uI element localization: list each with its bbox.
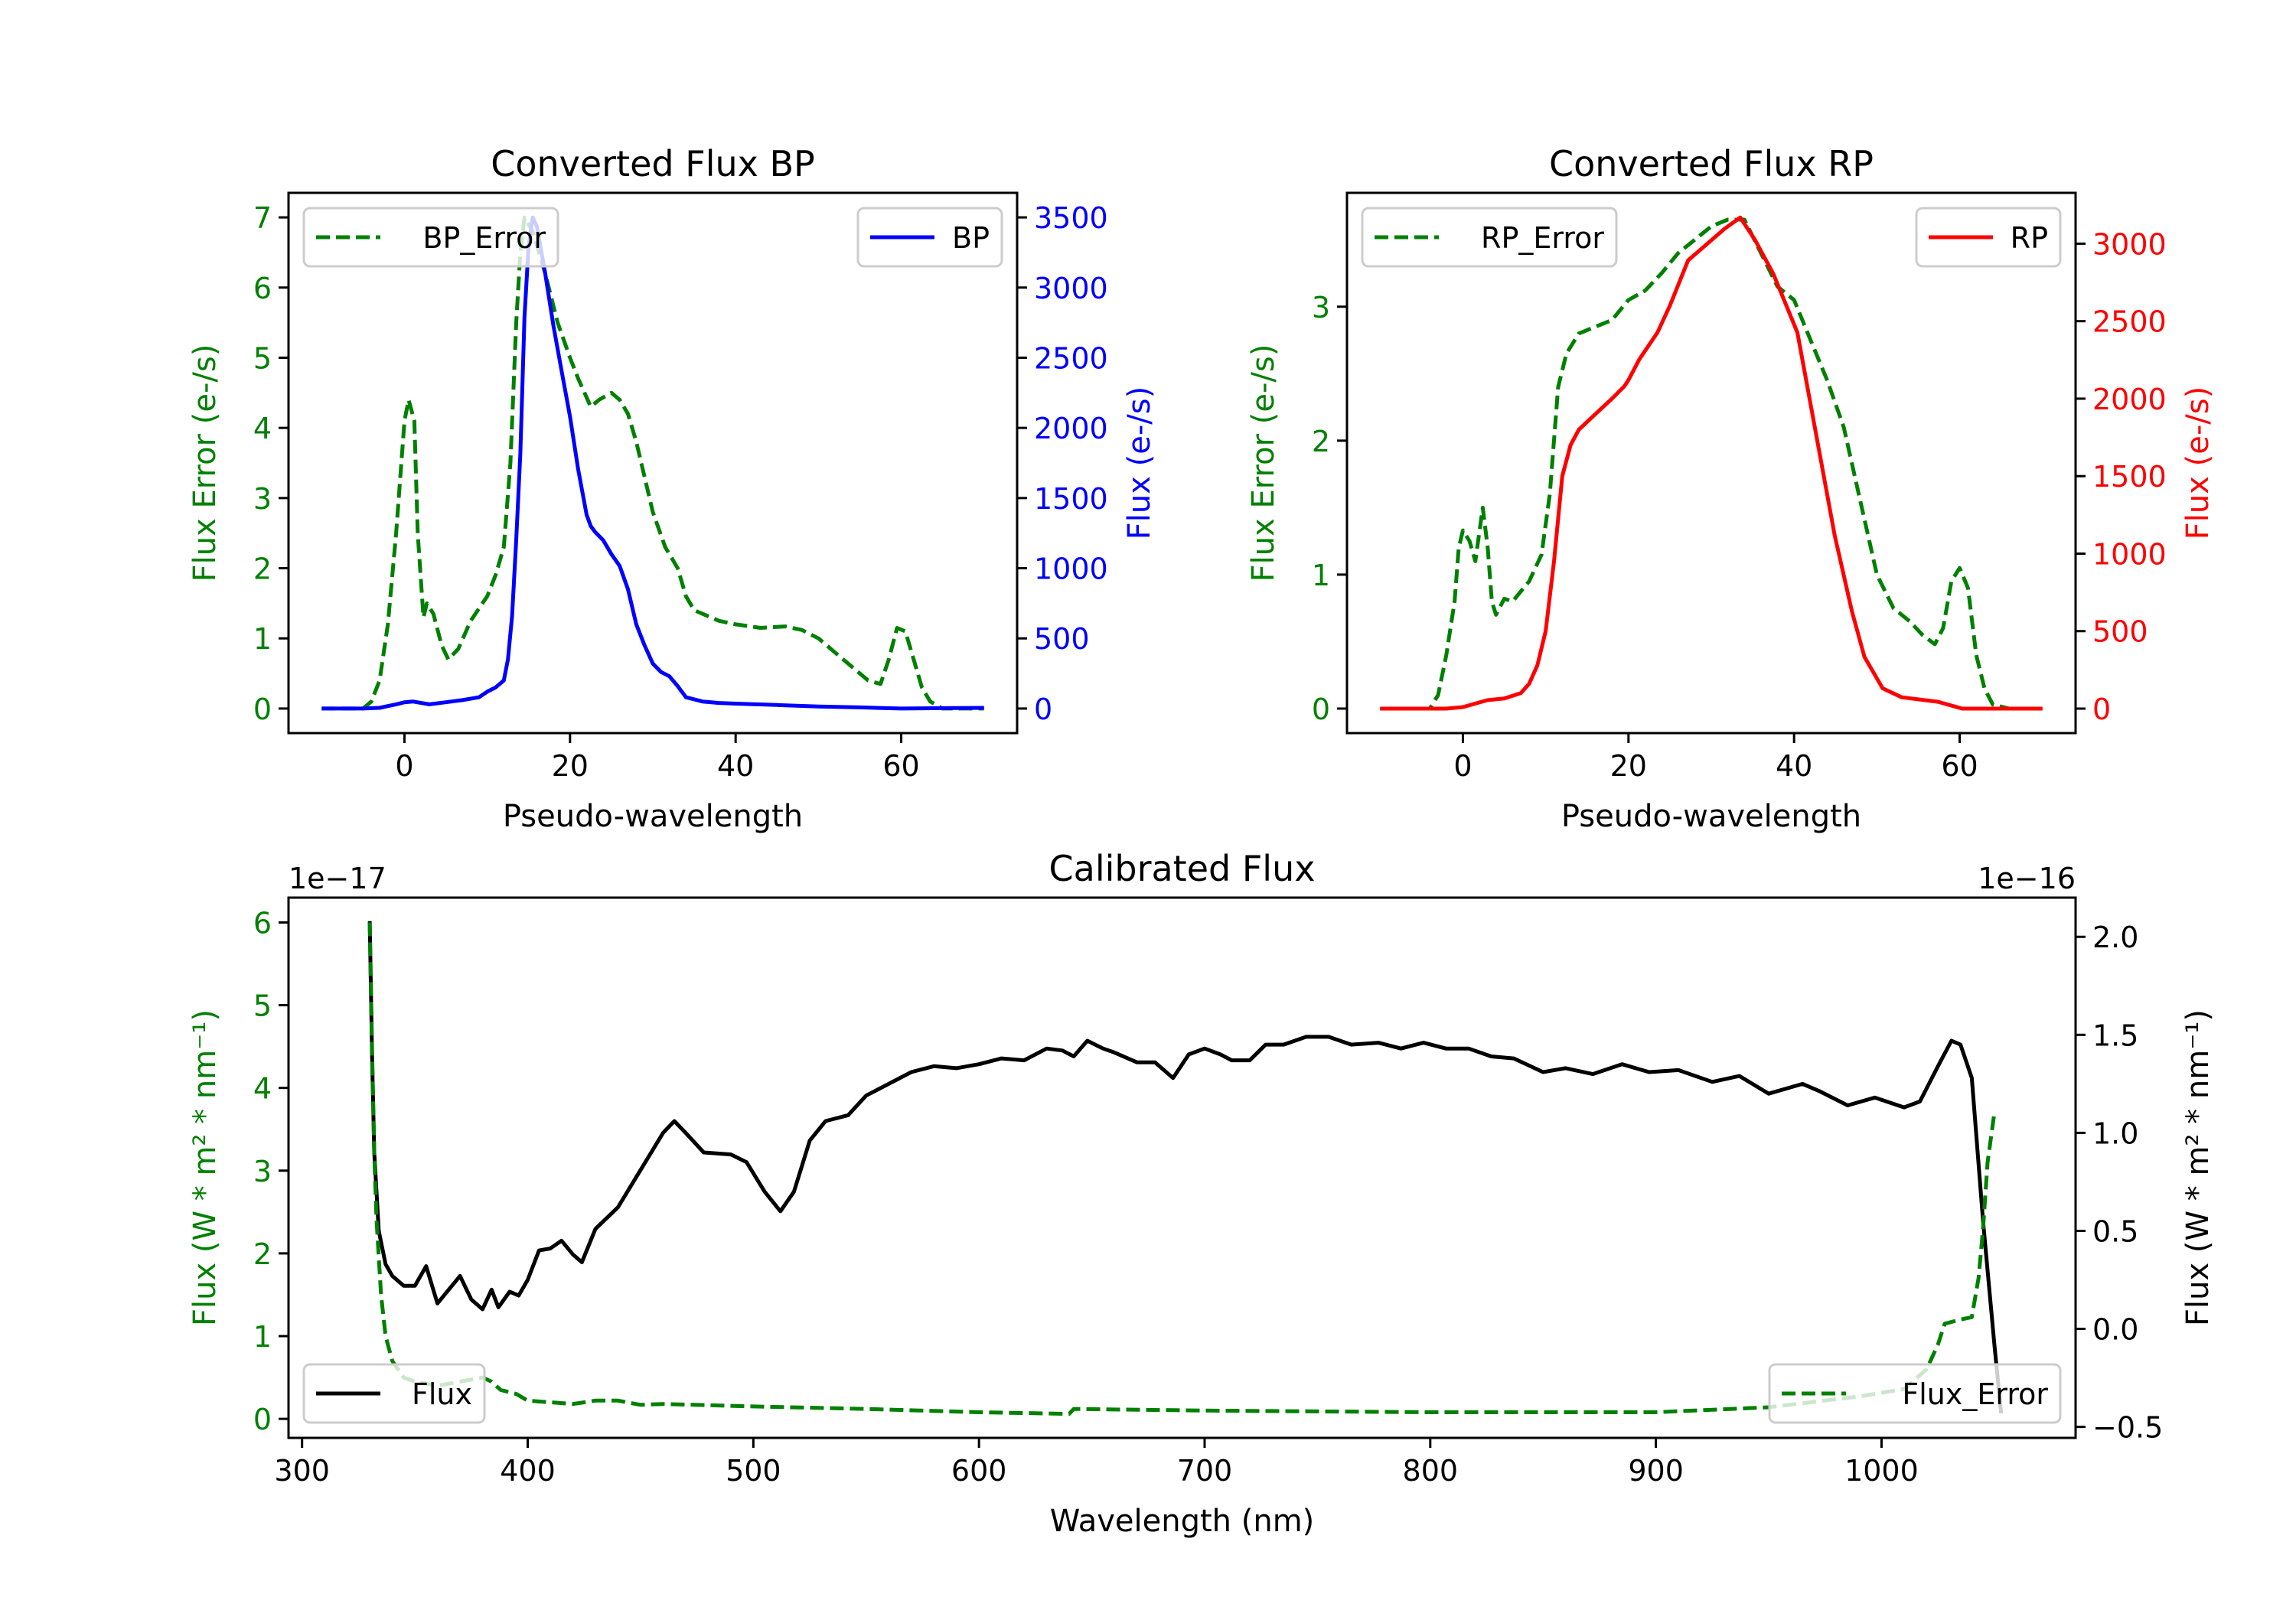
left-y-tick-label: 0 — [253, 1403, 272, 1436]
left-y-axis-label: Flux Error (e-/s) — [1246, 344, 1281, 582]
series-line-bp — [321, 215, 984, 711]
right-y-axis-label: Flux (W * m² * nm⁻¹) — [2180, 1009, 2216, 1326]
left-y-axis-label: Flux Error (e-/s) — [188, 344, 223, 582]
series-line-rp — [1380, 215, 2043, 711]
left-y-tick-label: 6 — [253, 272, 272, 305]
x-tick-label: 40 — [717, 749, 754, 783]
chart-title: Calibrated Flux — [1049, 848, 1316, 889]
legend-box — [302, 207, 559, 268]
right-y-tick-label: 2000 — [2092, 383, 2167, 416]
left-y-tick-label: 6 — [253, 906, 272, 940]
legend-label: Flux — [412, 1377, 472, 1411]
x-tick-label: 800 — [1403, 1454, 1459, 1488]
series-line-bp-error — [321, 215, 984, 711]
left-y-tick-label: 3 — [253, 482, 272, 516]
x-tick-label: 300 — [274, 1454, 330, 1488]
legend-box — [1768, 1363, 2062, 1424]
left-y-tick-label: 0 — [1312, 693, 1330, 726]
right-y-tick-label: 1.5 — [2092, 1019, 2138, 1052]
legend-label: BP — [952, 221, 990, 255]
axes-frame — [287, 896, 2077, 1439]
panel-calibrated-flux: 300 400 500 600 700 800 900 1000 0 1 2 3 4 5 6 Flux (W … — [188, 848, 2216, 1539]
legend-flux-error: Flux_Error — [1768, 1363, 2062, 1424]
legend-label: Flux_Error — [1902, 1377, 2048, 1411]
legend-label: BP_Error — [422, 221, 546, 255]
x-tick-label: 60 — [1941, 749, 1978, 783]
legend-label: RP_Error — [1481, 221, 1604, 255]
x-tick-label: 900 — [1628, 1454, 1684, 1488]
right-y-tick-label: 0 — [1034, 693, 1052, 726]
x-tick-label: 600 — [951, 1454, 1007, 1488]
x-tick-label: 400 — [500, 1454, 556, 1488]
right-y-tick-label: 500 — [1034, 622, 1090, 656]
left-y-axis-label: Flux (W * m² * nm⁻¹) — [188, 1009, 223, 1326]
right-axis-offset-text: 1e−16 — [1978, 862, 2076, 895]
right-y-tick-label: 1500 — [2092, 460, 2167, 494]
legend-rp-error: RP_Error — [1361, 207, 1618, 268]
left-y-tick-label: 4 — [253, 1072, 272, 1106]
left-y-tick-label: 2 — [253, 1237, 272, 1271]
axes-frame — [287, 191, 1019, 735]
x-tick-label: 40 — [1776, 749, 1812, 783]
x-tick-label: 1000 — [1844, 1454, 1919, 1488]
right-y-tick-label: 3000 — [2092, 227, 2167, 261]
right-y-tick-label: 500 — [2092, 615, 2148, 649]
legend-box — [302, 1363, 486, 1424]
left-y-tick-label: 4 — [253, 412, 272, 445]
right-y-tick-label: 0.0 — [2092, 1313, 2138, 1347]
right-y-tick-label: 1500 — [1034, 482, 1108, 516]
left-y-tick-label: 3 — [253, 1155, 272, 1188]
right-y-tick-label: −0.5 — [2092, 1411, 2163, 1445]
right-y-tick-label: 2500 — [1034, 341, 1108, 375]
left-axis-offset-text: 1e−17 — [289, 862, 386, 895]
x-tick-label: 20 — [1610, 749, 1647, 783]
right-y-tick-label: 0 — [2092, 693, 2111, 726]
legend-box — [1361, 207, 1618, 268]
x-tick-label: 700 — [1177, 1454, 1233, 1488]
right-y-axis-label: Flux (e-/s) — [1122, 386, 1157, 539]
left-y-tick-label: 1 — [1312, 559, 1330, 592]
x-tick-label: 0 — [395, 749, 413, 783]
x-tick-label: 20 — [552, 749, 589, 783]
right-y-tick-label: 2000 — [1034, 412, 1108, 445]
left-y-tick-label: 5 — [253, 341, 272, 375]
right-y-tick-label: 3500 — [1034, 201, 1108, 235]
legend-bp-error: BP_Error — [302, 207, 559, 268]
right-y-tick-label: 2500 — [2092, 305, 2167, 339]
axes-frame — [1345, 191, 2077, 735]
series-line-flux — [367, 921, 2004, 1413]
right-y-tick-label: 0.5 — [2092, 1214, 2138, 1248]
left-y-tick-label: 1 — [253, 1320, 272, 1354]
chart-title: Converted Flux RP — [1549, 143, 1874, 184]
legend-flux: Flux — [302, 1363, 486, 1424]
legend-rp: RP — [1915, 207, 2062, 268]
right-y-tick-label: 1.0 — [2092, 1116, 2138, 1150]
x-tick-label: 0 — [1453, 749, 1472, 783]
x-axis-label: Wavelength (nm) — [1050, 1504, 1315, 1539]
x-tick-label: 60 — [882, 749, 919, 783]
legend-label: RP — [2011, 221, 2048, 255]
right-y-tick-label: 2.0 — [2092, 921, 2138, 954]
right-y-tick-label: 3000 — [1034, 272, 1108, 305]
left-y-tick-label: 7 — [253, 201, 272, 235]
left-y-tick-label: 3 — [1312, 291, 1330, 324]
x-axis-label: Pseudo-wavelength — [503, 799, 803, 834]
right-y-axis-label: Flux (e-/s) — [2180, 386, 2216, 539]
x-axis-label: Pseudo-wavelength — [1561, 799, 1861, 834]
left-y-tick-label: 1 — [253, 622, 272, 656]
chart-title: Converted Flux BP — [491, 143, 815, 184]
left-y-tick-label: 2 — [253, 553, 272, 586]
panel-converted-flux-rp: 0 20 40 60 0 1 2 3 Flux Error (e-/s) 0 500 1000 1500… — [1246, 143, 2216, 834]
left-y-tick-label: 0 — [253, 693, 272, 726]
left-y-tick-label: 5 — [253, 989, 272, 1023]
left-y-tick-label: 2 — [1312, 425, 1330, 458]
x-tick-label: 500 — [726, 1454, 781, 1488]
legend-bp: BP — [856, 207, 1003, 268]
series-line-flux-error — [367, 922, 1997, 1416]
panel-converted-flux-bp: 0 20 40 60 0 1 2 3 4 5 6 7 Flux Error (e-/s) 0 500 1000… — [188, 143, 1157, 834]
right-y-tick-label: 1000 — [2092, 537, 2167, 571]
right-y-tick-label: 1000 — [1034, 553, 1108, 586]
